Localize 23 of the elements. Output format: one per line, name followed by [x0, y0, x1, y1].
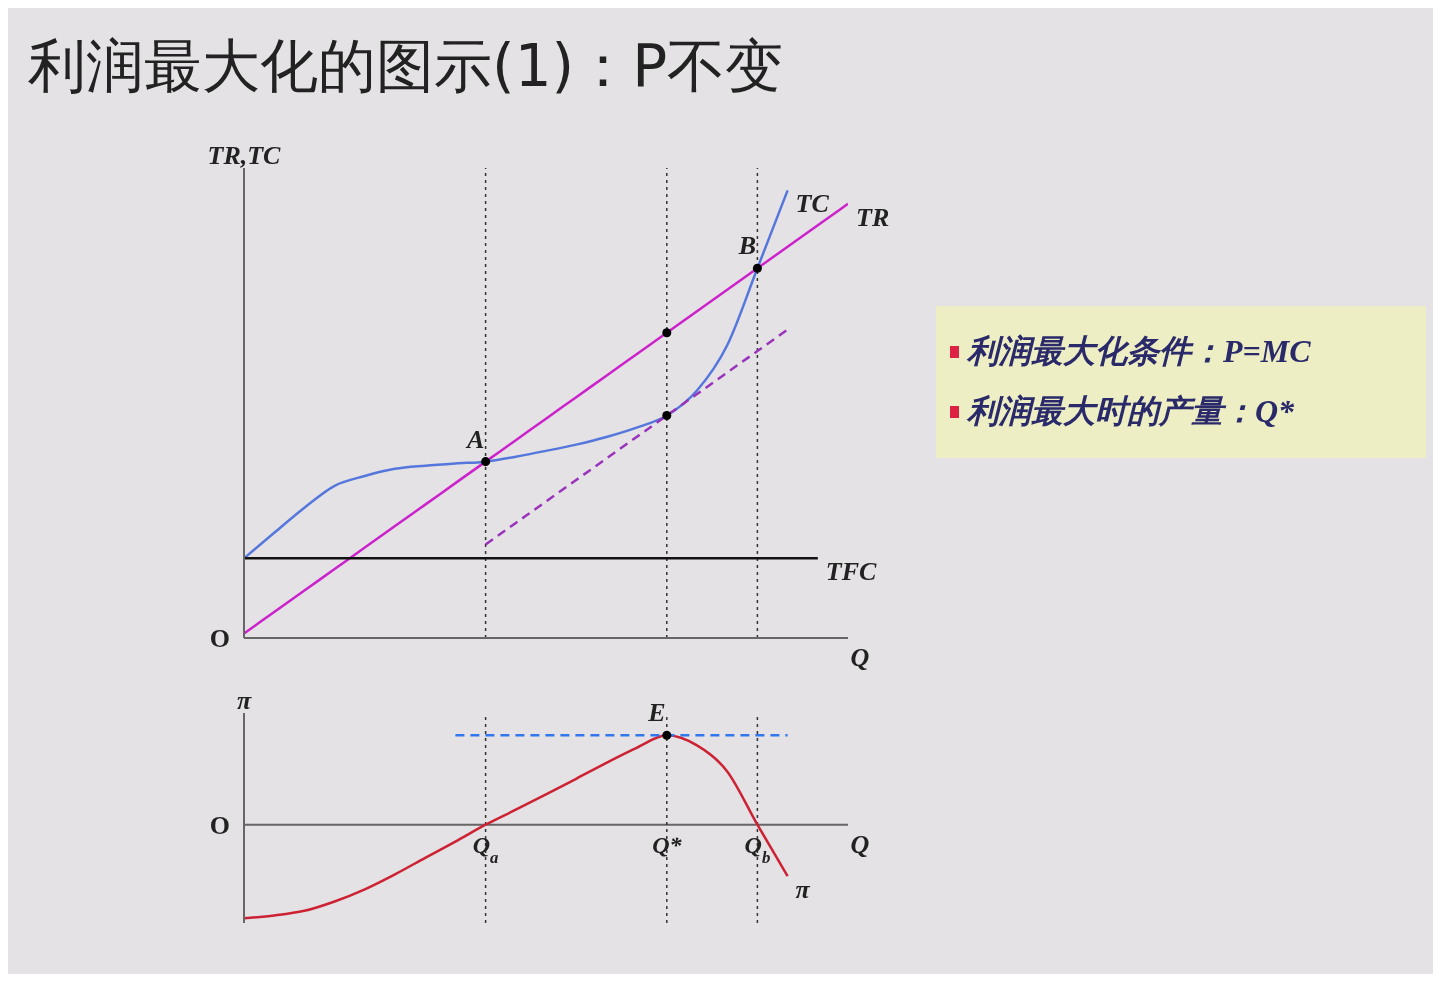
annotation: A — [464, 424, 485, 454]
text: 利润最大化条件：P=MC — [967, 332, 1311, 371]
x-tick-label: Q$_{a}$ — [472, 831, 499, 867]
x-tick-label: Q$_{b}$ — [744, 831, 771, 867]
series-label: π — [795, 875, 811, 905]
text: 利润最大时的产量：Q* — [967, 392, 1295, 431]
chart-title: 利润最大化的图示(1)：P不变 — [28, 31, 784, 102]
series-label: TFC — [825, 557, 878, 587]
point — [481, 457, 491, 467]
x-tick-label: Q* — [652, 831, 683, 858]
point — [662, 328, 672, 338]
text: O — [209, 624, 230, 653]
y-axis-title: π — [236, 686, 252, 715]
x-axis-title: Q — [850, 829, 870, 859]
annotation: E — [647, 698, 666, 728]
x-axis-title: Q — [850, 643, 870, 672]
text: O — [209, 810, 230, 840]
y-axis-title: TR,TC — [207, 141, 282, 170]
series-label: TR — [856, 202, 890, 232]
series-label: TC — [795, 189, 830, 219]
annotation: B — [737, 231, 757, 261]
point — [662, 411, 672, 421]
point — [752, 263, 762, 273]
